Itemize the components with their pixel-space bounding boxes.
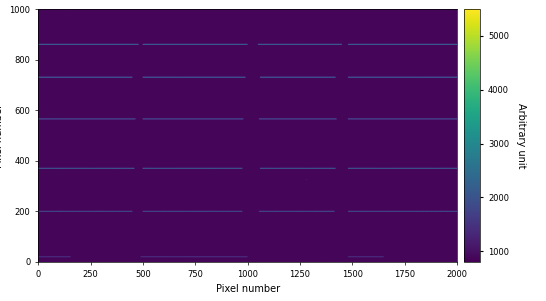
Y-axis label: Arbitrary unit: Arbitrary unit bbox=[516, 103, 526, 168]
Y-axis label: Pixel number: Pixel number bbox=[0, 103, 4, 168]
X-axis label: Pixel number: Pixel number bbox=[216, 284, 280, 294]
